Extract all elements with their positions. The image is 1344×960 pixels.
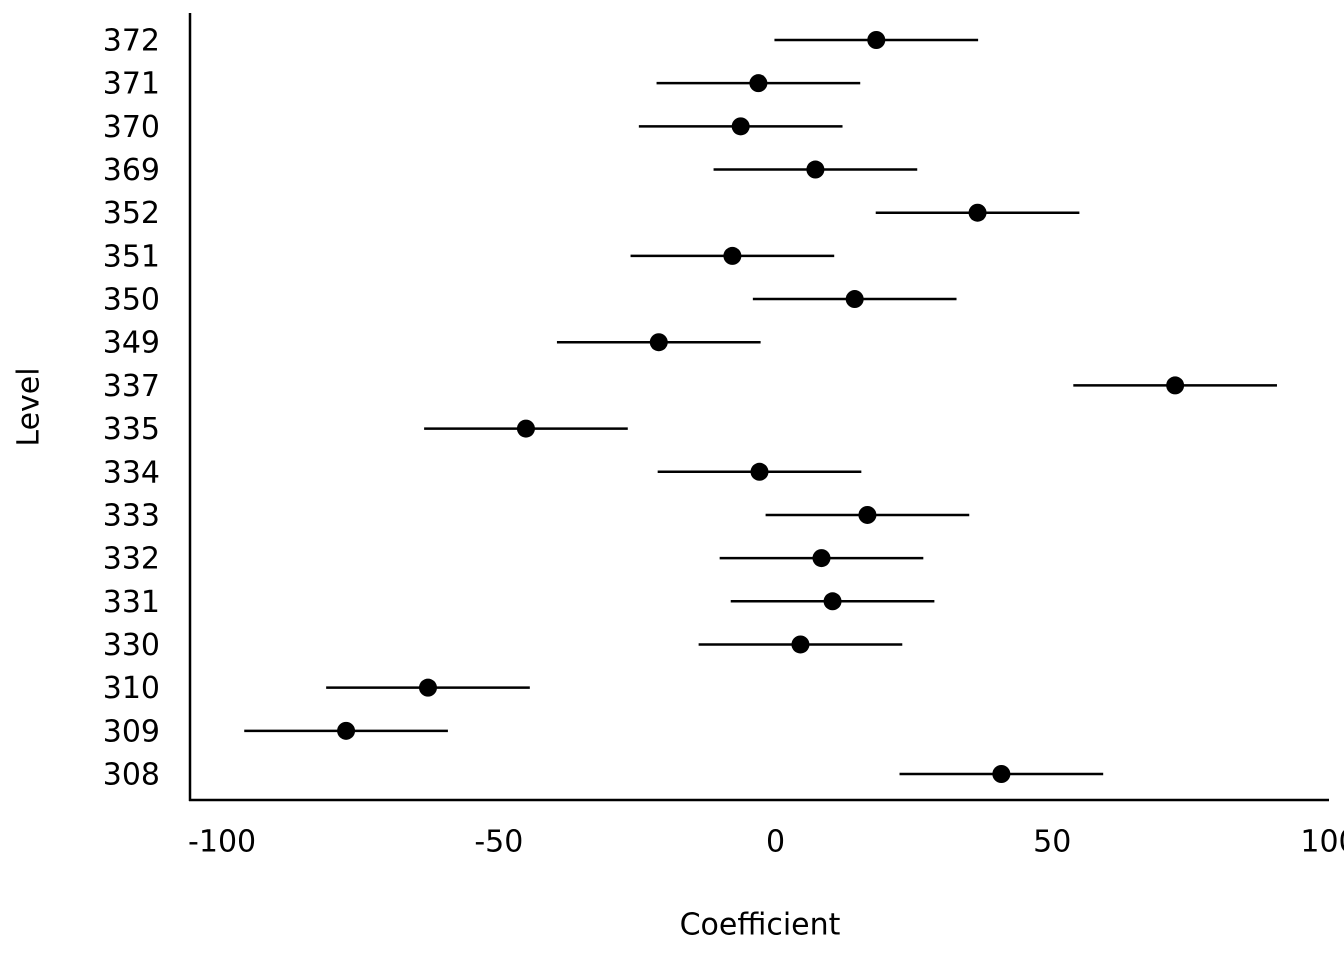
x-tick-label: 100 xyxy=(1300,825,1344,860)
y-tick-label: 330 xyxy=(103,628,160,663)
y-tick-label: 337 xyxy=(103,369,160,404)
x-tick-label: -100 xyxy=(188,825,256,860)
point xyxy=(723,246,742,265)
y-tick-label: 334 xyxy=(103,455,160,490)
point xyxy=(992,765,1011,783)
y-tick-label: 333 xyxy=(103,498,160,533)
x-tick-label: -50 xyxy=(474,825,523,860)
point xyxy=(418,678,437,697)
point xyxy=(845,290,864,309)
point xyxy=(516,419,535,438)
y-tick-label: 372 xyxy=(103,24,160,59)
y-tick-label: 370 xyxy=(103,110,160,145)
x-axis-label: Coefficient xyxy=(680,908,841,943)
point xyxy=(968,203,987,222)
y-tick-label: 352 xyxy=(103,196,160,231)
y-tick-label: 350 xyxy=(103,283,160,318)
x-tick-label: 0 xyxy=(766,825,785,860)
y-tick-label: 309 xyxy=(103,714,160,749)
point xyxy=(1166,376,1185,395)
y-tick-label: 331 xyxy=(103,585,160,620)
point xyxy=(337,721,356,740)
point xyxy=(812,549,831,568)
point xyxy=(806,160,825,179)
y-tick-label: 349 xyxy=(103,326,160,361)
y-tick-label: 310 xyxy=(103,671,160,706)
point xyxy=(791,635,810,654)
point xyxy=(731,117,750,136)
y-tick-label: 332 xyxy=(103,542,160,577)
y-axis-label: Level xyxy=(12,367,47,446)
point xyxy=(750,462,769,481)
x-tick-label: 50 xyxy=(1033,825,1071,860)
y-tick-label: 371 xyxy=(103,67,160,102)
point xyxy=(749,74,768,93)
y-tick-label: 335 xyxy=(103,412,160,447)
point xyxy=(649,333,668,352)
y-tick-label: 351 xyxy=(103,239,160,274)
point xyxy=(823,592,842,611)
y-tick-label: 308 xyxy=(103,758,160,793)
y-tick-label: 369 xyxy=(103,153,160,188)
point xyxy=(867,31,886,49)
point xyxy=(858,505,877,524)
